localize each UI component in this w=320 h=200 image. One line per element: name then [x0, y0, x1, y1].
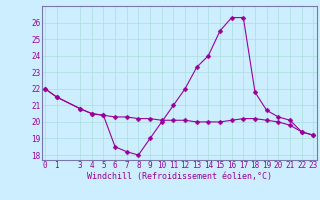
- X-axis label: Windchill (Refroidissement éolien,°C): Windchill (Refroidissement éolien,°C): [87, 172, 272, 181]
